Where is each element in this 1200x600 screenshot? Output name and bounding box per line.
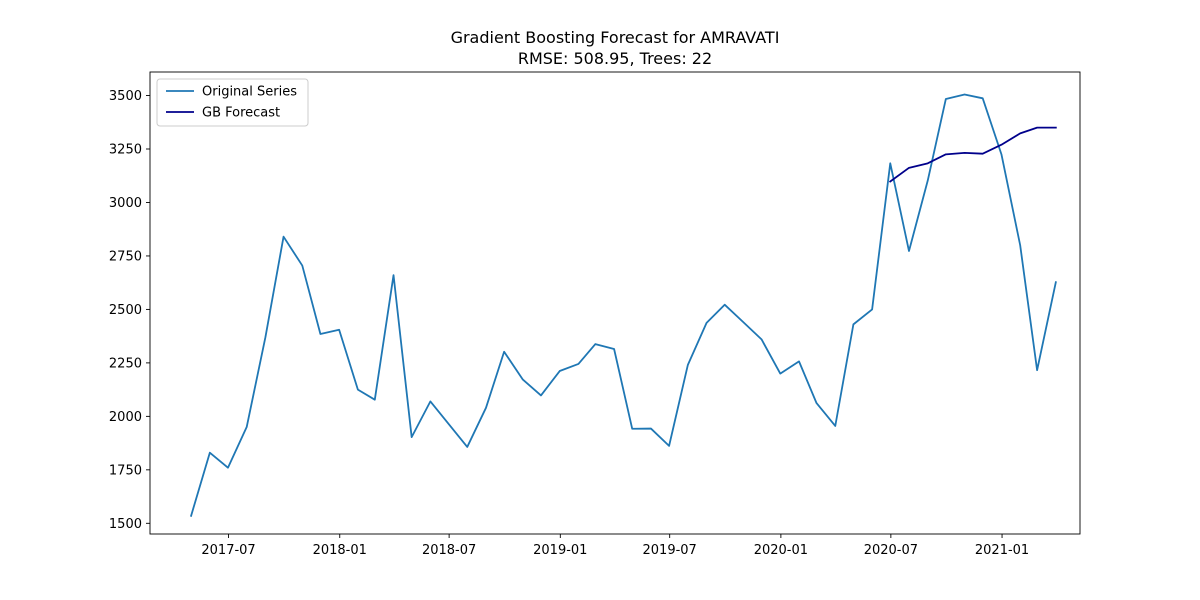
- chart-subtitle: RMSE: 508.95, Trees: 22: [518, 49, 712, 68]
- x-tick-label: 2018-07: [422, 543, 476, 558]
- y-tick-label: 1750: [109, 463, 142, 478]
- chart-title: Gradient Boosting Forecast for AMRAVATI: [451, 28, 780, 47]
- y-tick-label: 2250: [109, 356, 142, 371]
- y-tick-label: 2000: [109, 410, 142, 425]
- x-tick-label: 2020-07: [864, 543, 918, 558]
- x-tick-label: 2021-01: [975, 543, 1029, 558]
- legend-label: GB Forecast: [202, 106, 280, 121]
- series-line-forecast: [888, 126, 1057, 183]
- legend-label: Original Series: [202, 85, 297, 100]
- x-tick-label: 2019-01: [533, 543, 587, 558]
- x-tick-label: 2020-01: [754, 543, 808, 558]
- x-tick-label: 2018-01: [313, 543, 367, 558]
- y-tick-label: 3500: [109, 89, 142, 104]
- plot-frame: [149, 71, 1081, 535]
- x-tick-label: 2019-07: [643, 543, 697, 558]
- series-line-original: [189, 93, 1057, 517]
- legend-box: [156, 78, 309, 127]
- x-tick-label: 2017-07: [201, 543, 255, 558]
- y-tick-label: 2500: [109, 303, 142, 318]
- y-tick-label: 2750: [109, 249, 142, 264]
- y-tick-label: 1500: [109, 517, 142, 532]
- y-tick-label: 3250: [109, 143, 142, 158]
- y-tick-label: 3000: [109, 196, 142, 211]
